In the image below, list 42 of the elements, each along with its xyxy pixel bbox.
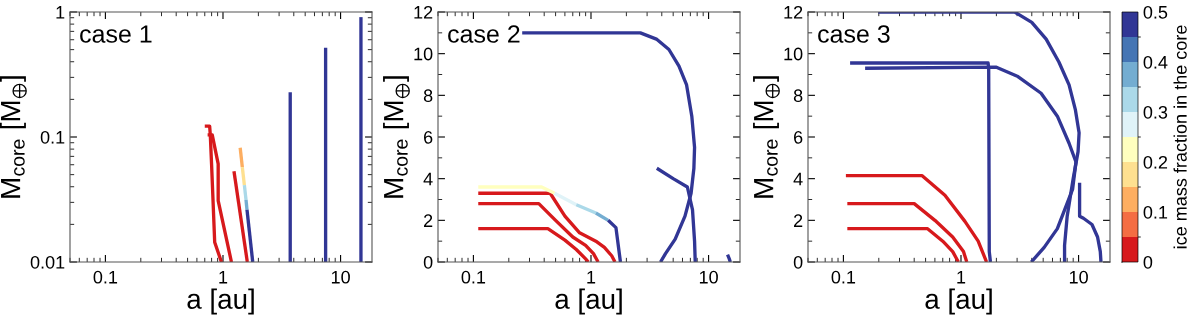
- x-tick-label: 10: [1069, 270, 1088, 284]
- y-tick-label: 4: [423, 172, 433, 186]
- chart-title: case 2: [448, 25, 520, 43]
- color-bar-label: 0.3: [1143, 105, 1168, 119]
- y-tick-label: 10: [784, 47, 803, 61]
- y-tick-label: 1: [56, 6, 65, 19]
- x-axis-title: a [au]: [925, 288, 992, 315]
- color-bar-label: 0.5: [1143, 5, 1168, 19]
- color-bar-label: 0.2: [1143, 155, 1168, 169]
- y-tick-label: 6: [424, 130, 433, 144]
- color-bar-label: 0: [1143, 255, 1153, 269]
- x-tick-label: 1: [587, 271, 596, 284]
- y-axis-title: M$_{core}$ [M$_{⊕}$]: [753, 76, 780, 198]
- y-tick-label: 12: [784, 5, 803, 19]
- y-axis-title: M$_{core}$ [M$_{⊕}$]: [383, 76, 410, 198]
- y-tick-label: 10: [414, 47, 433, 61]
- y-axis-title: M$_{core}$ [M$_{⊕}$]: [0, 76, 27, 198]
- y-tick-label: 2: [794, 214, 803, 227]
- x-tick-label: 1: [219, 271, 228, 284]
- x-tick-label: 0.1: [93, 270, 118, 284]
- x-axis-title: a [au]: [555, 288, 622, 315]
- color-bar-label: 0.1: [1143, 205, 1168, 219]
- y-tick-label: 0.01: [30, 255, 65, 269]
- y-tick-label: 12: [414, 5, 433, 19]
- y-tick-label: 0: [423, 255, 433, 269]
- x-axis-title: a [au]: [187, 288, 254, 315]
- x-tick-label: 0.1: [461, 270, 486, 284]
- color-bar-label: 0.4: [1143, 55, 1168, 69]
- y-tick-label: 0.1: [40, 130, 65, 144]
- x-tick-label: 10: [699, 270, 718, 284]
- y-tick-label: 4: [793, 172, 803, 186]
- y-tick-label: 6: [794, 130, 803, 144]
- x-tick-label: 0.1: [831, 270, 856, 284]
- y-tick-label: 8: [423, 89, 433, 103]
- chart-title: case 1: [80, 25, 152, 43]
- y-tick-label: 0: [793, 255, 803, 269]
- x-tick-label: 10: [331, 270, 350, 284]
- y-tick-label: 8: [793, 89, 803, 103]
- color-bar-title: ice mass fraction in the core: [1173, 25, 1187, 249]
- x-tick-label: 1: [957, 271, 966, 284]
- chart-title: case 3: [818, 25, 890, 43]
- y-tick-label: 2: [424, 214, 433, 227]
